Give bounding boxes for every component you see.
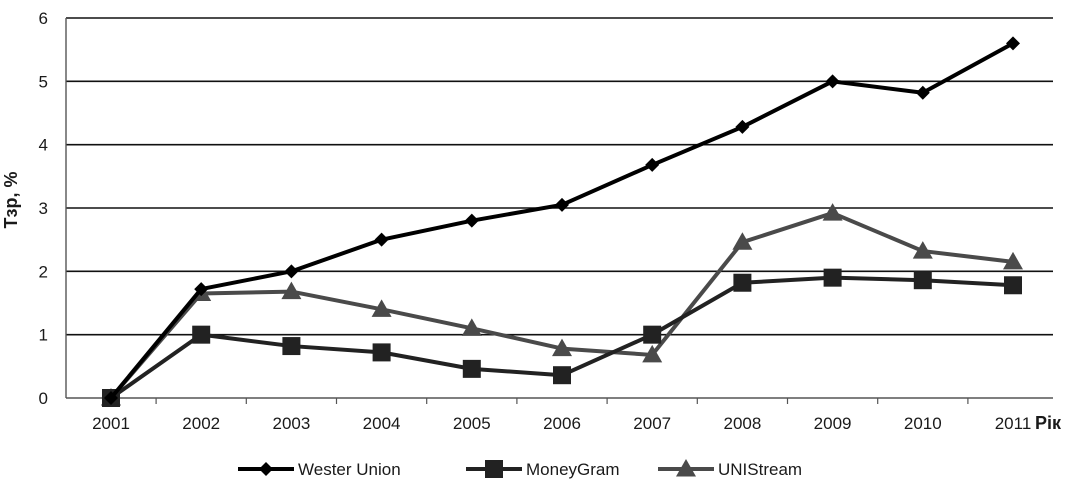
y-tick-label: 0 [39,389,48,408]
data-point [282,337,301,356]
data-point [553,366,571,385]
data-point [825,74,840,89]
x-tick-label: 2006 [543,414,581,433]
x-tick-label: 2003 [272,414,310,433]
data-point [374,232,389,247]
x-tick-labels: 2001 2002 2003 2004 2005 2006 2007 2008 2009 2010… [92,398,1031,433]
data-point [192,325,211,344]
data-point [281,281,302,300]
data-point [1006,36,1020,51]
data-point [645,157,660,172]
x-tick-label: 2005 [453,414,491,433]
data-point [913,271,932,290]
legend-marker [485,460,503,478]
x-axis-label: Рік [1035,413,1062,433]
data-point [1003,251,1023,270]
data-point [912,241,933,259]
y-tick-labels: 0 1 2 3 4 5 6 [39,9,48,408]
data-point [284,264,299,279]
data-point [643,325,662,344]
data-point [823,268,842,287]
x-tick-label: 2009 [814,414,852,433]
x-tick-label: 2002 [182,414,220,433]
data-point [371,299,392,317]
series-moneygram [102,268,1022,407]
y-tick-label: 6 [39,9,48,28]
legend-label: Wester Union [298,460,401,479]
x-tick-label: 2011 [995,414,1032,433]
data-point [642,344,663,363]
data-point [464,213,479,228]
data-point [733,273,752,292]
data-point [735,119,750,134]
axes [65,18,1053,399]
data-point [1004,276,1022,295]
data-point [732,232,753,250]
x-tick-label: 2008 [723,414,761,433]
y-tick-label: 2 [39,262,48,281]
legend: Wester Union MoneyGram UNIStream [238,459,802,479]
data-point [462,359,481,378]
legend-label: MoneyGram [526,460,620,479]
y-tick-label: 4 [39,136,48,155]
data-point [552,338,572,357]
data-point [555,197,569,212]
legend-label: UNIStream [718,460,802,479]
legend-marker [259,462,273,476]
data-point [915,85,930,100]
x-tick-label: 2001 [92,414,130,433]
data-point [372,343,391,362]
series-wester-union [104,36,1020,405]
x-tick-label: 2004 [363,414,401,433]
data-point [461,318,482,336]
legend-marker [676,459,696,477]
data-point [104,391,118,405]
x-tick-label: 2007 [633,414,671,433]
data-point [194,282,209,297]
series-lines [101,36,1023,407]
y-tick-label: 5 [39,72,48,91]
x-tick-label: 2010 [904,414,942,433]
y-tick-label: 1 [39,326,48,345]
data-point [822,203,843,221]
y-axis-label: Tзр, % [1,172,21,229]
y-tick-label: 3 [39,199,48,218]
